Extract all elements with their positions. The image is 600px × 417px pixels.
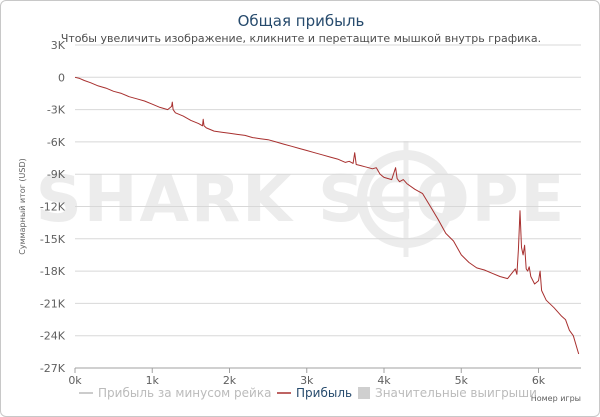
y-tick-label: 3K bbox=[51, 39, 66, 52]
y-tick-label: -27K bbox=[40, 362, 66, 375]
series-line-profit[interactable] bbox=[74, 76, 580, 355]
x-tick-label: 5k bbox=[455, 374, 469, 387]
legend[interactable]: Прибыль за минусом рейка Прибыль Значитель… bbox=[79, 386, 537, 400]
y-tick-label: -12K bbox=[40, 201, 66, 214]
x-tick-label: 4k bbox=[377, 374, 391, 387]
crosshair-watermark-icon bbox=[348, 141, 464, 257]
square-swatch-icon bbox=[358, 387, 370, 399]
x-tick-label: 0k bbox=[68, 374, 82, 387]
y-tick-label: -21K bbox=[40, 297, 66, 310]
y-tick-label: -6K bbox=[47, 136, 66, 149]
x-axis-label: Номер игры bbox=[531, 394, 581, 403]
y-tick-label: -24K bbox=[40, 330, 66, 343]
legend-label: Прибыль bbox=[296, 386, 352, 400]
y-tick-label: -9K bbox=[47, 168, 66, 181]
x-tick-label: 1k bbox=[146, 374, 160, 387]
legend-label: Прибыль за минусом рейка bbox=[98, 386, 271, 400]
chart-subtitle: Чтобы увеличить изображение, кликните и … bbox=[61, 32, 541, 45]
legend-item[interactable]: Прибыль за минусом рейка bbox=[79, 386, 271, 400]
y-tick-label: 0 bbox=[58, 71, 65, 84]
y-tick-label: -3K bbox=[47, 104, 66, 117]
grid bbox=[75, 44, 581, 369]
x-axis: 0k 1k 2k 3k 4k 5k 6k bbox=[68, 367, 581, 387]
series-layer bbox=[74, 76, 580, 355]
y-axis: 3K 0 -3K -6K -9K -12K -15K -18K -21K -24K -27K bbox=[40, 39, 66, 375]
legend-label: Значительные выигрыши bbox=[375, 386, 537, 400]
x-tick-label: 2k bbox=[223, 374, 237, 387]
y-tick-label: -15K bbox=[40, 233, 66, 246]
chart-title: Общая прибыль bbox=[238, 12, 365, 30]
legend-item[interactable]: Прибыль bbox=[277, 386, 352, 400]
watermark-text: SHARK SCOPE bbox=[36, 163, 566, 237]
y-tick-label: -18K bbox=[40, 265, 66, 278]
x-tick-label: 6k bbox=[532, 374, 546, 387]
legend-item[interactable]: Значительные выигрыши bbox=[358, 386, 537, 400]
x-tick-label: 3k bbox=[300, 374, 314, 387]
y-axis-label: Суммарный итог (USD) bbox=[18, 158, 27, 255]
